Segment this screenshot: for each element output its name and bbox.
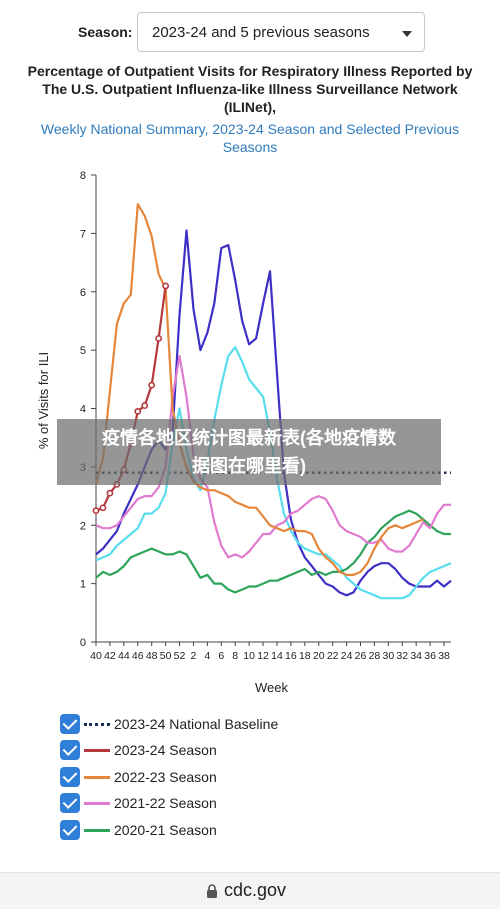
x-tick-label: 32 <box>396 650 408 662</box>
chart-title-line: Percentage of Outpatient Visits for Resp… <box>27 63 473 79</box>
checkbox-checked-icon[interactable] <box>60 740 80 760</box>
y-tick-label: 0 <box>80 637 86 649</box>
chevron-down-icon <box>402 31 412 37</box>
chart-title: Percentage of Outpatient Visits for Resp… <box>0 62 500 116</box>
season-dropdown[interactable]: 2023-24 and 5 previous seasons <box>137 12 425 52</box>
legend-label: 2022-23 Season <box>114 769 217 785</box>
series-point <box>99 504 107 512</box>
site-domain[interactable]: cdc.gov <box>224 880 287 900</box>
checkbox-checked-icon[interactable] <box>60 820 80 840</box>
y-tick-label: 2 <box>80 520 86 532</box>
x-tick-label: 26 <box>355 650 367 662</box>
checkbox-checked-icon[interactable] <box>60 793 80 813</box>
x-tick-label: 6 <box>218 650 224 662</box>
x-tick-label: 24 <box>341 650 353 662</box>
x-tick-label: 36 <box>424 650 436 662</box>
browser-address-bar: cdc.gov <box>0 872 500 909</box>
series-point <box>134 408 142 415</box>
series-line <box>95 509 451 594</box>
legend-swatch <box>84 776 110 779</box>
chart-subtitle-line: Seasons <box>222 139 278 155</box>
watermark-line: 据图在哪里看) <box>192 456 306 476</box>
x-tick-label: 2 <box>191 650 197 662</box>
watermark-banner: 疫情各地区统计图最新表(各地疫情数 据图在哪里看) <box>57 419 441 485</box>
chart-subtitle: Weekly National Summary, 2023-24 Season … <box>0 120 500 156</box>
season-dropdown-value: 2023-24 and 5 previous seasons <box>152 24 370 41</box>
series-line <box>95 354 451 559</box>
x-tick-label: 38 <box>438 650 450 662</box>
x-tick-label: 50 <box>160 650 172 662</box>
x-tick-label: 48 <box>146 650 158 662</box>
series-point <box>148 381 156 389</box>
legend-label: 2023-24 Season <box>114 742 217 758</box>
series-point <box>92 507 100 515</box>
legend-label: 2023-24 National Baseline <box>114 716 279 732</box>
legend-swatch <box>84 829 110 832</box>
x-tick-label: 52 <box>174 650 186 662</box>
y-tick-label: 4 <box>80 404 86 416</box>
x-tick-label: 8 <box>232 650 238 662</box>
season-label: Season: <box>78 24 133 40</box>
series-point <box>162 282 170 290</box>
watermark-line: 疫情各地区统计图最新表(各地疫情数 <box>102 428 396 448</box>
legend-swatch <box>84 749 110 752</box>
x-tick-label: 40 <box>90 650 102 662</box>
legend-label: 2020-21 Season <box>114 822 217 838</box>
x-tick-label: 12 <box>257 650 269 662</box>
y-tick-label: 7 <box>80 228 86 240</box>
x-tick-label: 34 <box>410 650 422 662</box>
chart-title-line: (ILINet), <box>223 99 277 115</box>
legend-swatch <box>84 723 110 726</box>
y-axis-label: % of Visits for ILI <box>36 352 51 449</box>
lock-icon <box>207 884 217 898</box>
legend-item-2023-24[interactable]: 2023-24 Season <box>60 740 360 764</box>
x-tick-label: 22 <box>327 650 339 662</box>
legend-swatch <box>84 802 110 805</box>
x-tick-label: 10 <box>243 650 255 662</box>
series-line <box>95 229 452 597</box>
x-axis-label: Week <box>255 680 288 695</box>
series-line <box>94 203 424 576</box>
y-tick-label: 6 <box>80 287 86 299</box>
chart-title-line: The U.S. Outpatient Influenza-like Illne… <box>42 81 458 97</box>
legend-item-baseline[interactable]: 2023-24 National Baseline <box>60 714 360 738</box>
checkbox-checked-icon[interactable] <box>60 714 80 734</box>
y-tick-label: 8 <box>80 170 86 182</box>
legend-item-2022-23[interactable]: 2022-23 Season <box>60 767 360 791</box>
series-point <box>106 489 114 497</box>
x-tick-label: 14 <box>271 650 283 662</box>
x-tick-label: 44 <box>118 650 130 662</box>
x-tick-label: 18 <box>299 650 311 662</box>
y-tick-label: 5 <box>80 345 86 357</box>
legend-item-2020-21[interactable]: 2020-21 Season <box>60 820 360 844</box>
series-point <box>141 402 149 409</box>
x-tick-label: 42 <box>104 650 116 662</box>
series-point <box>155 335 163 342</box>
legend-item-2021-22[interactable]: 2021-22 Season <box>60 793 360 817</box>
checkbox-checked-icon[interactable] <box>60 767 80 787</box>
x-tick-label: 46 <box>132 650 144 662</box>
x-tick-label: 30 <box>383 650 395 662</box>
season-selector-row: Season: 2023-24 and 5 previous seasons <box>0 12 500 54</box>
x-tick-label: 20 <box>313 650 325 662</box>
x-tick-label: 16 <box>285 650 297 662</box>
chart-subtitle-line: Weekly National Summary, 2023-24 Season … <box>40 121 460 137</box>
x-tick-label: 4 <box>204 650 210 662</box>
legend-label: 2021-22 Season <box>114 795 217 811</box>
x-tick-label: 28 <box>369 650 381 662</box>
y-tick-label: 1 <box>80 579 86 591</box>
